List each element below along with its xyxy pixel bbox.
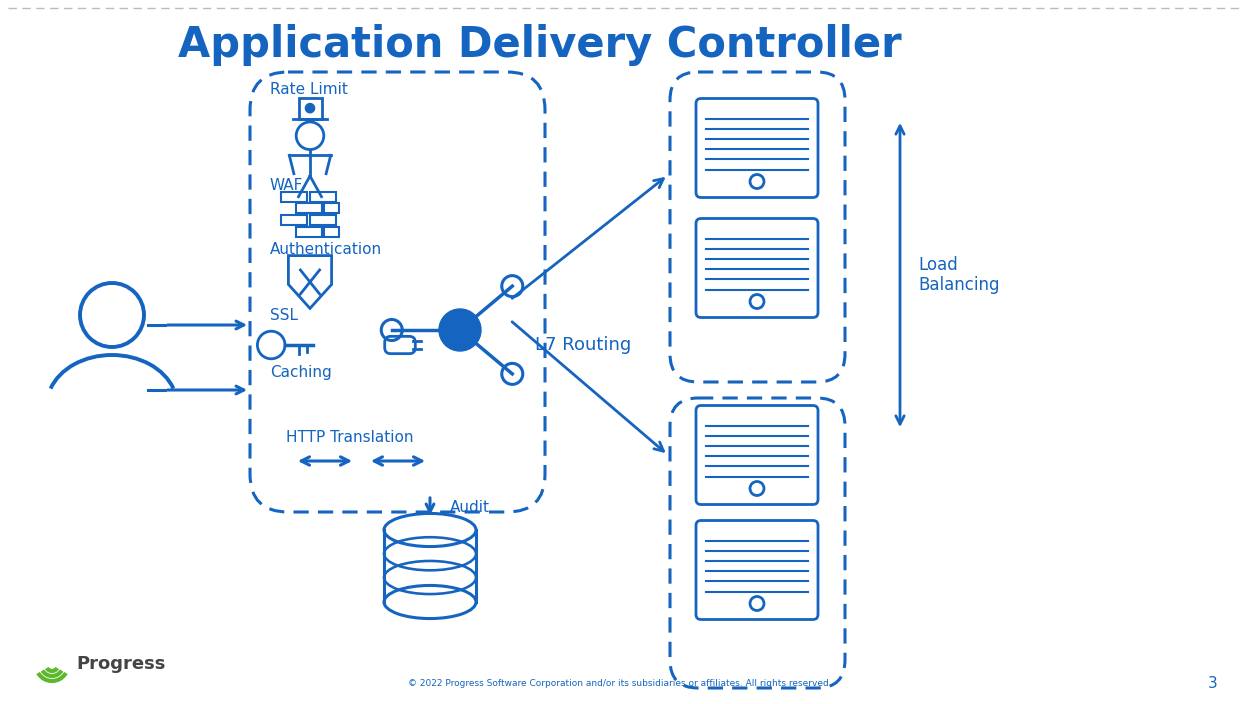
Text: © 2022 Progress Software Corporation and/or its subsidiaries or affiliates. All : © 2022 Progress Software Corporation and… [408, 679, 832, 689]
Text: WAF: WAF [270, 177, 303, 192]
Text: Rate Limit: Rate Limit [270, 82, 348, 97]
Bar [310, 191, 336, 202]
Bar [281, 191, 307, 202]
Bar [310, 215, 336, 225]
Text: 3: 3 [1208, 677, 1218, 691]
Bar [296, 227, 322, 237]
Text: SSL: SSL [270, 308, 298, 324]
Text: Load
Balancing: Load Balancing [919, 256, 1000, 294]
Text: Audit: Audit [451, 501, 490, 515]
Text: Caching: Caching [270, 365, 332, 379]
Bar [324, 227, 338, 237]
Circle shape [439, 309, 480, 351]
Text: HTTP Translation: HTTP Translation [286, 431, 414, 446]
Bar [296, 203, 322, 213]
Bar [281, 215, 307, 225]
Bar [324, 203, 338, 213]
Text: L7 Routing: L7 Routing [535, 336, 631, 354]
Text: Progress: Progress [76, 655, 166, 673]
Text: Authentication: Authentication [270, 242, 382, 258]
Circle shape [306, 103, 314, 113]
Text: Application Delivery Controller: Application Delivery Controller [178, 24, 902, 66]
